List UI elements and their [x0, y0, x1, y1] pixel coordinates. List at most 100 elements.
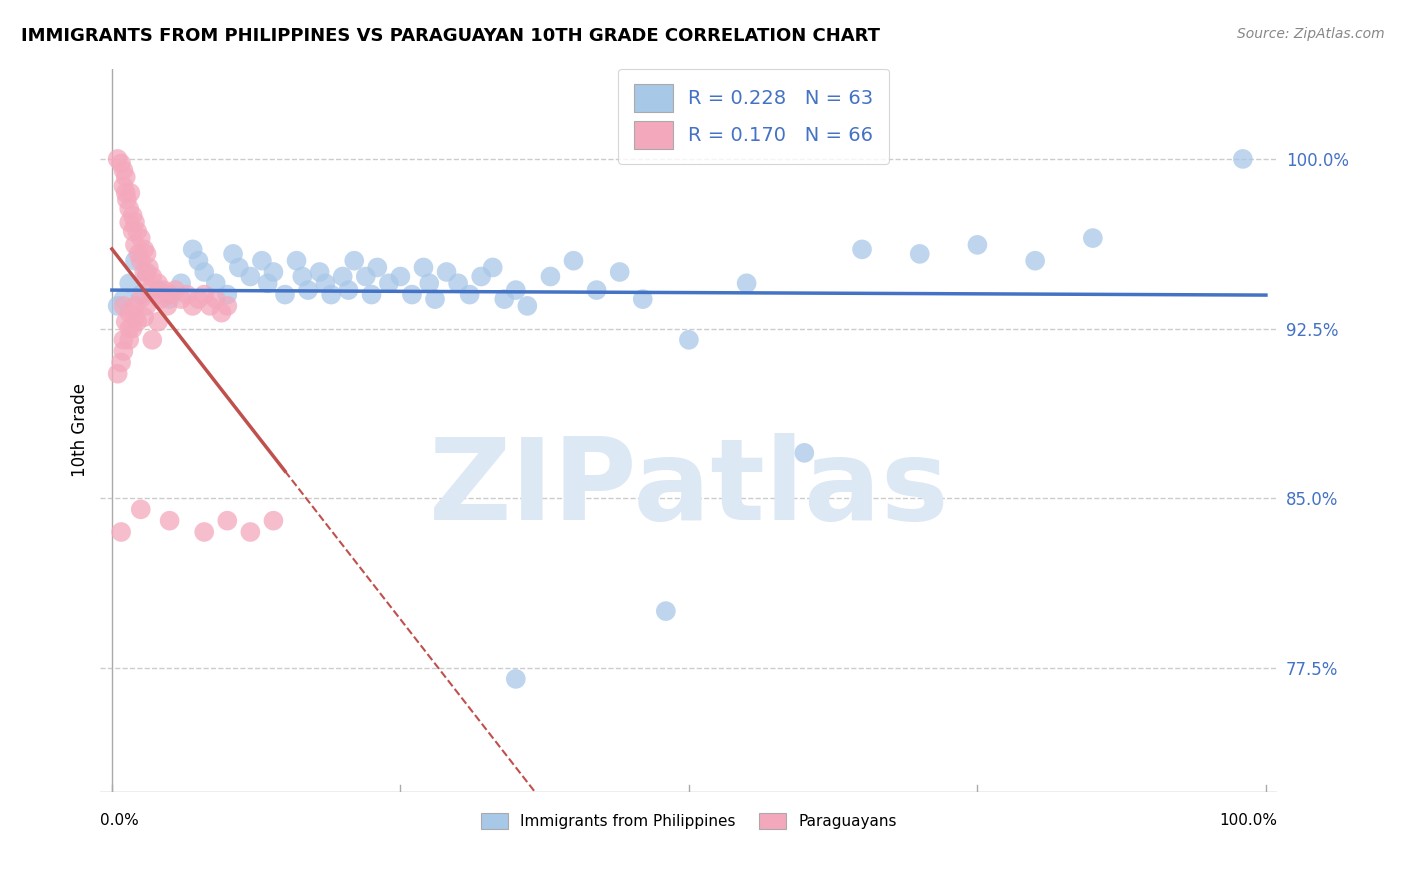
Point	[118, 333, 141, 347]
Point	[337, 283, 360, 297]
Point	[204, 292, 226, 306]
Point	[124, 310, 146, 325]
Point	[181, 299, 204, 313]
Point	[134, 243, 156, 257]
Point	[107, 299, 129, 313]
Point	[735, 277, 758, 291]
Point	[851, 243, 873, 257]
Point	[129, 502, 152, 516]
Point	[110, 355, 132, 369]
Point	[1232, 152, 1254, 166]
Point	[250, 253, 273, 268]
Point	[908, 247, 931, 261]
Point	[418, 277, 440, 291]
Point	[193, 524, 215, 539]
Point	[107, 367, 129, 381]
Point	[631, 292, 654, 306]
Point	[115, 193, 138, 207]
Point	[170, 292, 193, 306]
Text: IMMIGRANTS FROM PHILIPPINES VS PARAGUAYAN 10TH GRADE CORRELATION CHART: IMMIGRANTS FROM PHILIPPINES VS PARAGUAYA…	[21, 27, 880, 45]
Point	[135, 299, 157, 313]
Point	[274, 287, 297, 301]
Point	[1024, 253, 1046, 268]
Point	[321, 287, 343, 301]
Point	[124, 215, 146, 229]
Point	[112, 163, 135, 178]
Point	[134, 265, 156, 279]
Point	[966, 238, 988, 252]
Point	[222, 247, 245, 261]
Point	[239, 524, 262, 539]
Legend: Immigrants from Philippines, Paraguayans: Immigrants from Philippines, Paraguayans	[475, 806, 903, 835]
Point	[153, 283, 176, 297]
Point	[176, 287, 198, 301]
Point	[585, 283, 607, 297]
Point	[1081, 231, 1104, 245]
Point	[494, 292, 516, 306]
Point	[285, 253, 308, 268]
Point	[159, 292, 181, 306]
Point	[110, 156, 132, 170]
Point	[165, 283, 187, 297]
Point	[118, 202, 141, 216]
Point	[114, 169, 136, 184]
Point	[181, 243, 204, 257]
Point	[423, 292, 446, 306]
Point	[135, 265, 157, 279]
Text: 0.0%: 0.0%	[100, 813, 139, 828]
Point	[121, 224, 143, 238]
Point	[678, 333, 700, 347]
Point	[211, 306, 233, 320]
Point	[107, 152, 129, 166]
Point	[314, 277, 336, 291]
Point	[262, 265, 284, 279]
Point	[170, 277, 193, 291]
Point	[118, 321, 141, 335]
Point	[118, 215, 141, 229]
Point	[112, 179, 135, 194]
Point	[138, 260, 160, 275]
Point	[291, 269, 314, 284]
Point	[127, 315, 149, 329]
Point	[193, 265, 215, 279]
Text: 100.0%: 100.0%	[1219, 813, 1278, 828]
Point	[112, 292, 135, 306]
Point	[308, 265, 330, 279]
Point	[609, 265, 631, 279]
Point	[458, 287, 481, 301]
Point	[505, 672, 527, 686]
Point	[141, 269, 163, 284]
Text: Source: ZipAtlas.com: Source: ZipAtlas.com	[1237, 27, 1385, 41]
Point	[156, 299, 179, 313]
Point	[217, 514, 239, 528]
Point	[129, 287, 152, 301]
Point	[217, 299, 239, 313]
Point	[149, 292, 172, 306]
Point	[217, 287, 239, 301]
Point	[121, 209, 143, 223]
Point	[447, 277, 470, 291]
Point	[354, 269, 377, 284]
Point	[120, 186, 142, 200]
Point	[256, 277, 278, 291]
Point	[110, 524, 132, 539]
Point	[516, 299, 538, 313]
Point	[193, 287, 215, 301]
Point	[146, 277, 169, 291]
Point	[204, 277, 226, 291]
Point	[412, 260, 434, 275]
Point	[228, 260, 250, 275]
Point	[129, 253, 152, 268]
Point	[139, 283, 162, 297]
Point	[297, 283, 319, 297]
Point	[401, 287, 423, 301]
Point	[145, 287, 167, 301]
Point	[135, 247, 157, 261]
Point	[146, 315, 169, 329]
Point	[378, 277, 401, 291]
Point	[436, 265, 458, 279]
Point	[112, 333, 135, 347]
Point	[239, 269, 262, 284]
Point	[389, 269, 412, 284]
Point	[129, 231, 152, 245]
